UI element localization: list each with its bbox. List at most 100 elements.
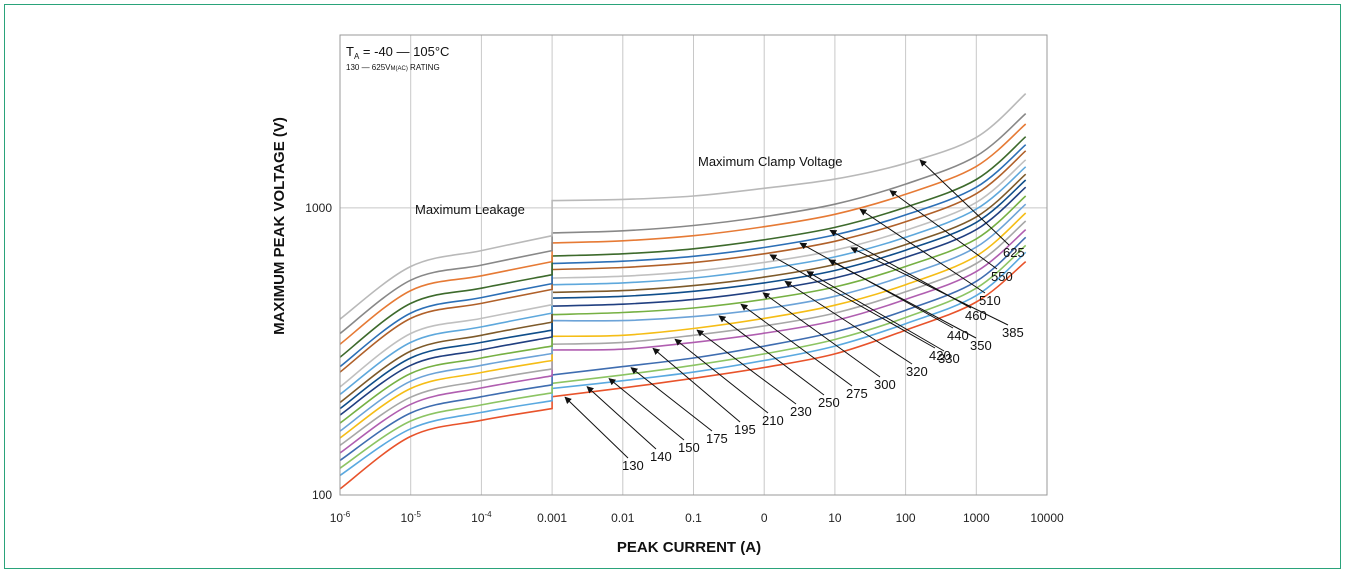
series-line-275 bbox=[339, 195, 1027, 424]
x-tick-label: 10-5 bbox=[400, 510, 421, 525]
series-layer bbox=[339, 93, 1027, 490]
x-tick-base: 10 bbox=[828, 511, 842, 525]
series-label-275: 275 bbox=[846, 386, 868, 401]
figure-frame bbox=[4, 4, 1341, 569]
series-labels: 130 140 150 175 195 210 230 250 275 300 320 330 350 3… bbox=[622, 245, 1025, 473]
series-label-420: 420 bbox=[929, 348, 951, 363]
label-arrow-440 bbox=[799, 242, 954, 329]
series-line-195 bbox=[339, 228, 1027, 454]
series-label-230: 230 bbox=[790, 404, 812, 419]
label-arrow-385 bbox=[850, 247, 1009, 326]
x-tick-label: 10-6 bbox=[330, 510, 351, 525]
x-tick-exp: -5 bbox=[414, 510, 422, 519]
plot-border bbox=[339, 34, 1048, 496]
series-line-320 bbox=[339, 179, 1027, 410]
series-line-550 bbox=[339, 112, 1027, 335]
label-arrow-210 bbox=[674, 338, 769, 414]
x-tick-label: 0.1 bbox=[685, 511, 702, 525]
series-line-350 bbox=[339, 166, 1027, 396]
x-tick-base: 0 bbox=[761, 511, 768, 525]
label-arrow-230 bbox=[696, 329, 797, 405]
series-label-350: 350 bbox=[970, 338, 992, 353]
x-tick-base: 0.1 bbox=[685, 511, 702, 525]
x-tick-base: 0.01 bbox=[611, 511, 635, 525]
x-tick-label: 0 bbox=[761, 511, 768, 525]
x-tick-label: 0.001 bbox=[537, 511, 567, 525]
series-label-195: 195 bbox=[734, 422, 756, 437]
label-arrows bbox=[564, 159, 1010, 459]
x-tick-base: 100 bbox=[896, 511, 916, 525]
series-label-300: 300 bbox=[874, 377, 896, 392]
label-arrow-130 bbox=[564, 396, 629, 459]
label-arrow-330 bbox=[806, 271, 945, 352]
x-tick-label: 10 bbox=[828, 511, 842, 525]
clamp-annotation: Maximum Clamp Voltage bbox=[698, 154, 843, 169]
x-axis-title: PEAK CURRENT (A) bbox=[617, 539, 761, 556]
leakage-annotation: Maximum Leakage bbox=[415, 202, 525, 217]
x-tick-base: 10 bbox=[330, 511, 344, 525]
x-tick-label: 100 bbox=[896, 511, 916, 525]
series-label-210: 210 bbox=[762, 413, 784, 428]
temp-rest: = -40 — 105°C bbox=[359, 44, 449, 59]
series-label-175: 175 bbox=[706, 431, 728, 446]
series-label-140: 140 bbox=[650, 449, 672, 464]
label-arrow-195 bbox=[652, 347, 741, 423]
label-arrow-275 bbox=[740, 303, 853, 387]
x-tick-exp: -6 bbox=[343, 510, 351, 519]
y-tick-labels: 100 1000 bbox=[305, 201, 332, 502]
x-tick-label: 10-4 bbox=[471, 510, 492, 525]
label-arrow-550 bbox=[889, 190, 998, 270]
series-label-330: 330 bbox=[938, 351, 960, 366]
label-arrow-150 bbox=[608, 378, 685, 441]
x-tick-base: 1000 bbox=[963, 511, 990, 525]
y-tick-label: 1000 bbox=[305, 201, 332, 215]
x-tick-labels: 10-6 10-5 10-4 0.001 0.01 0.1 0 10 100 1000 10000 bbox=[330, 510, 1064, 525]
rating-condition: 130 — 625VM(AC) RATING bbox=[346, 63, 440, 72]
temp-prefix: T bbox=[346, 44, 354, 59]
x-tick-base: 10000 bbox=[1030, 511, 1064, 525]
series-line-460 bbox=[339, 136, 1027, 358]
series-label-510: 510 bbox=[979, 293, 1001, 308]
x-tick-label: 1000 bbox=[963, 511, 990, 525]
label-arrow-320 bbox=[784, 280, 913, 365]
series-label-150: 150 bbox=[678, 440, 700, 455]
series-label-385: 385 bbox=[1002, 325, 1024, 340]
series-label-250: 250 bbox=[818, 395, 840, 410]
series-line-510 bbox=[339, 123, 1027, 345]
series-line-330 bbox=[339, 173, 1027, 404]
x-tick-label: 10000 bbox=[1030, 511, 1064, 525]
series-line-140 bbox=[339, 251, 1027, 477]
label-arrow-625 bbox=[919, 159, 1010, 246]
y-axis-title: MAXIMUM PEAK VOLTAGE (V) bbox=[271, 117, 288, 335]
series-line-300 bbox=[339, 186, 1027, 416]
series-line-625 bbox=[339, 93, 1027, 320]
x-tick-base: 0.001 bbox=[537, 511, 567, 525]
label-arrow-175 bbox=[630, 367, 713, 432]
series-line-385 bbox=[339, 159, 1027, 388]
x-tick-exp: -4 bbox=[485, 510, 493, 519]
series-label-130: 130 bbox=[622, 458, 644, 473]
label-arrow-510 bbox=[859, 208, 986, 294]
temp-sub: A bbox=[354, 52, 360, 61]
series-line-175 bbox=[339, 236, 1027, 462]
x-tick-base: 10 bbox=[400, 511, 414, 525]
series-label-460: 460 bbox=[965, 308, 987, 323]
rating-rest: RATING bbox=[408, 63, 440, 72]
series-line-210 bbox=[339, 220, 1027, 446]
series-line-130 bbox=[339, 260, 1027, 490]
x-tick-label: 0.01 bbox=[611, 511, 635, 525]
temperature-condition: TA = -40 — 105°C bbox=[346, 44, 449, 61]
series-label-320: 320 bbox=[906, 364, 928, 379]
series-label-550: 550 bbox=[991, 269, 1013, 284]
series-line-230 bbox=[339, 212, 1027, 439]
rating-sub: M(AC) bbox=[390, 66, 407, 72]
x-tick-base: 10 bbox=[471, 511, 485, 525]
rating-prefix: 130 — 625V bbox=[346, 63, 391, 72]
label-arrow-460 bbox=[829, 229, 972, 309]
series-label-625: 625 bbox=[1003, 245, 1025, 260]
y-tick-label: 100 bbox=[312, 488, 332, 502]
label-arrow-140 bbox=[586, 386, 657, 450]
label-arrow-250 bbox=[718, 315, 825, 396]
series-line-250 bbox=[339, 203, 1027, 432]
